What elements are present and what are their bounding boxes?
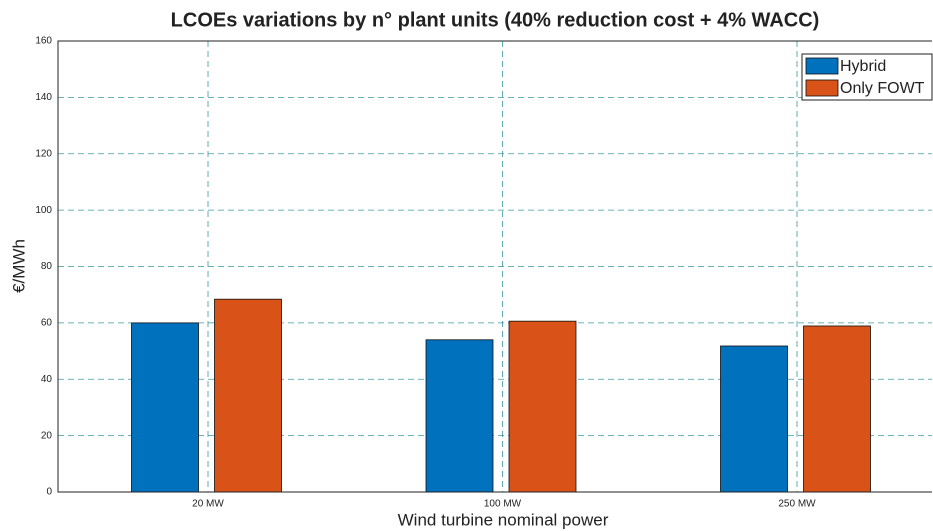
y-tick-label: 0 — [46, 487, 52, 498]
legend-swatch — [805, 79, 839, 97]
y-tick-label: 160 — [35, 36, 52, 47]
bar — [425, 339, 494, 493]
y-tick-label: 120 — [35, 148, 52, 159]
legend-swatch — [805, 57, 839, 75]
x-axis-label: Wind turbine nominal power — [398, 510, 609, 529]
y-tick-label: 140 — [35, 92, 52, 103]
bar — [214, 298, 282, 493]
bar — [131, 322, 199, 493]
x-tick-label: 20 MW — [192, 499, 224, 510]
bar — [803, 325, 871, 493]
y-tick-label: 60 — [41, 318, 53, 329]
y-tick-label: 40 — [41, 374, 53, 385]
bar — [508, 320, 577, 493]
y-tick-label: 80 — [41, 261, 53, 272]
bar — [720, 345, 788, 493]
y-tick-label: 100 — [35, 205, 52, 216]
x-tick-label: 100 MW — [484, 499, 522, 510]
chart-title: LCOEs variations by n° plant units (40% … — [171, 9, 820, 31]
axes-frame — [57, 40, 932, 493]
legend-label: Only FOWT — [840, 80, 925, 97]
y-tick-label: 20 — [41, 430, 53, 441]
y-axis-label: €/MWh — [9, 239, 28, 293]
x-tick-label: 250 MW — [778, 499, 816, 510]
legend-label: Hybrid — [840, 58, 886, 75]
